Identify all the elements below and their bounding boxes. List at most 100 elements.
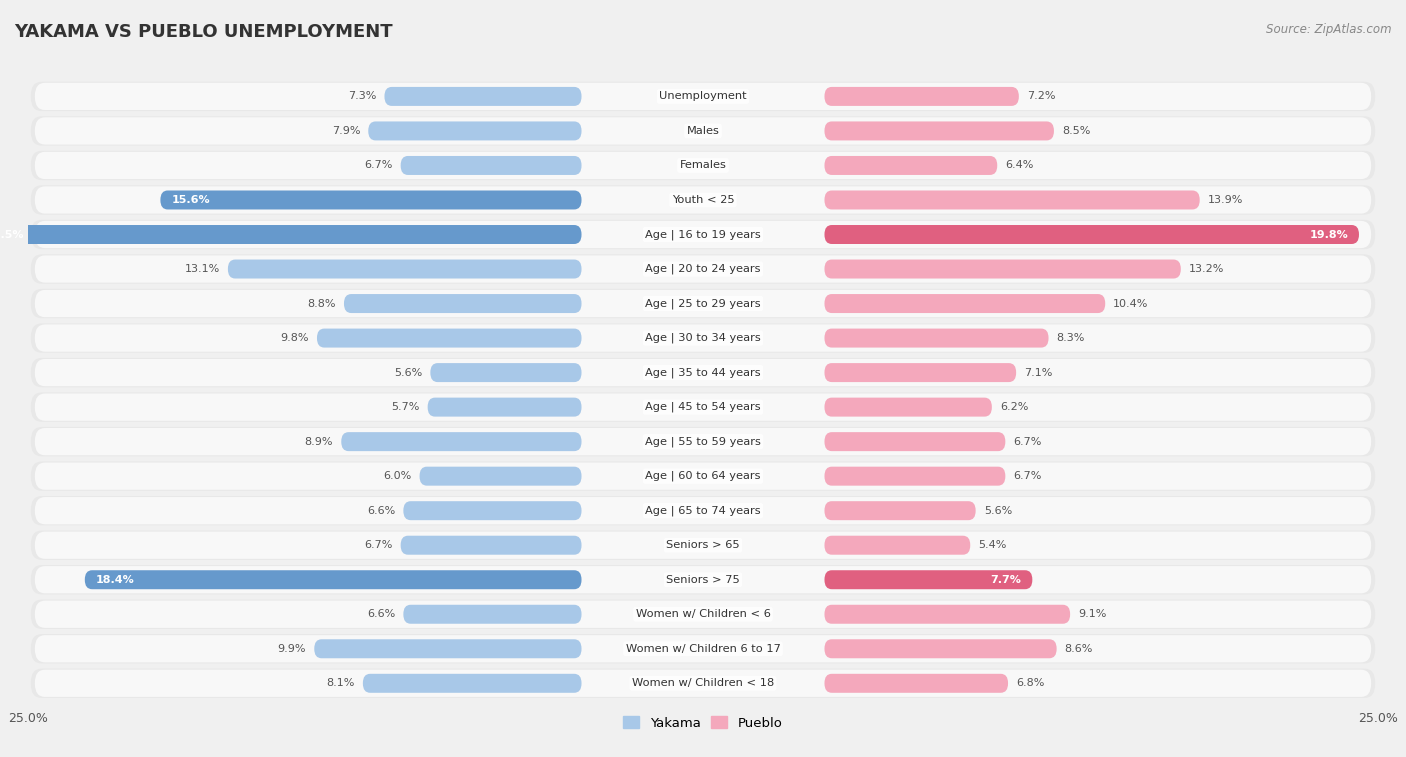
FancyBboxPatch shape bbox=[316, 329, 582, 347]
FancyBboxPatch shape bbox=[824, 639, 1057, 659]
FancyBboxPatch shape bbox=[401, 156, 582, 175]
Text: Age | 60 to 64 years: Age | 60 to 64 years bbox=[645, 471, 761, 481]
FancyBboxPatch shape bbox=[0, 225, 582, 244]
FancyBboxPatch shape bbox=[430, 363, 582, 382]
FancyBboxPatch shape bbox=[31, 185, 1375, 215]
FancyBboxPatch shape bbox=[824, 674, 1008, 693]
Text: 6.7%: 6.7% bbox=[1014, 437, 1042, 447]
Text: 7.7%: 7.7% bbox=[991, 575, 1022, 584]
Text: Seniors > 75: Seniors > 75 bbox=[666, 575, 740, 584]
Text: Age | 16 to 19 years: Age | 16 to 19 years bbox=[645, 229, 761, 240]
FancyBboxPatch shape bbox=[35, 221, 1371, 248]
FancyBboxPatch shape bbox=[342, 432, 582, 451]
FancyBboxPatch shape bbox=[31, 634, 1375, 663]
Text: Women w/ Children < 18: Women w/ Children < 18 bbox=[631, 678, 775, 688]
Text: 7.2%: 7.2% bbox=[1026, 92, 1056, 101]
FancyBboxPatch shape bbox=[824, 121, 1054, 141]
FancyBboxPatch shape bbox=[344, 294, 582, 313]
FancyBboxPatch shape bbox=[31, 462, 1375, 491]
FancyBboxPatch shape bbox=[824, 294, 1105, 313]
FancyBboxPatch shape bbox=[35, 394, 1371, 421]
FancyBboxPatch shape bbox=[404, 605, 582, 624]
FancyBboxPatch shape bbox=[31, 392, 1375, 422]
Text: 8.6%: 8.6% bbox=[1064, 643, 1092, 654]
Text: Seniors > 65: Seniors > 65 bbox=[666, 540, 740, 550]
FancyBboxPatch shape bbox=[35, 359, 1371, 386]
Text: 22.5%: 22.5% bbox=[0, 229, 24, 239]
Text: 8.3%: 8.3% bbox=[1057, 333, 1085, 343]
Text: 5.7%: 5.7% bbox=[391, 402, 419, 412]
FancyBboxPatch shape bbox=[35, 290, 1371, 317]
FancyBboxPatch shape bbox=[31, 220, 1375, 249]
Text: Age | 20 to 24 years: Age | 20 to 24 years bbox=[645, 263, 761, 274]
Text: Age | 65 to 74 years: Age | 65 to 74 years bbox=[645, 506, 761, 516]
FancyBboxPatch shape bbox=[824, 397, 991, 416]
Text: 19.8%: 19.8% bbox=[1309, 229, 1348, 239]
Text: Unemployment: Unemployment bbox=[659, 92, 747, 101]
Text: Age | 55 to 59 years: Age | 55 to 59 years bbox=[645, 436, 761, 447]
FancyBboxPatch shape bbox=[824, 156, 997, 175]
FancyBboxPatch shape bbox=[404, 501, 582, 520]
Text: Women w/ Children < 6: Women w/ Children < 6 bbox=[636, 609, 770, 619]
FancyBboxPatch shape bbox=[35, 670, 1371, 697]
FancyBboxPatch shape bbox=[31, 600, 1375, 629]
FancyBboxPatch shape bbox=[824, 536, 970, 555]
FancyBboxPatch shape bbox=[31, 289, 1375, 318]
FancyBboxPatch shape bbox=[31, 82, 1375, 111]
Text: 7.9%: 7.9% bbox=[332, 126, 360, 136]
FancyBboxPatch shape bbox=[31, 427, 1375, 456]
FancyBboxPatch shape bbox=[35, 531, 1371, 559]
Text: 8.8%: 8.8% bbox=[308, 298, 336, 309]
Text: 13.1%: 13.1% bbox=[184, 264, 219, 274]
Text: 5.4%: 5.4% bbox=[979, 540, 1007, 550]
FancyBboxPatch shape bbox=[31, 565, 1375, 594]
Text: 6.6%: 6.6% bbox=[367, 506, 395, 516]
Text: 8.1%: 8.1% bbox=[326, 678, 354, 688]
FancyBboxPatch shape bbox=[824, 225, 1360, 244]
FancyBboxPatch shape bbox=[824, 432, 1005, 451]
FancyBboxPatch shape bbox=[419, 466, 582, 486]
Text: 6.6%: 6.6% bbox=[367, 609, 395, 619]
FancyBboxPatch shape bbox=[824, 191, 1199, 210]
FancyBboxPatch shape bbox=[35, 428, 1371, 455]
FancyBboxPatch shape bbox=[35, 635, 1371, 662]
Text: 7.1%: 7.1% bbox=[1024, 368, 1053, 378]
Text: 6.2%: 6.2% bbox=[1000, 402, 1028, 412]
FancyBboxPatch shape bbox=[824, 87, 1019, 106]
Text: 6.8%: 6.8% bbox=[1017, 678, 1045, 688]
FancyBboxPatch shape bbox=[31, 531, 1375, 560]
FancyBboxPatch shape bbox=[35, 83, 1371, 110]
FancyBboxPatch shape bbox=[368, 121, 582, 141]
Text: 6.7%: 6.7% bbox=[1014, 471, 1042, 481]
Text: 18.4%: 18.4% bbox=[96, 575, 135, 584]
Text: Women w/ Children 6 to 17: Women w/ Children 6 to 17 bbox=[626, 643, 780, 654]
FancyBboxPatch shape bbox=[31, 151, 1375, 180]
Text: Age | 25 to 29 years: Age | 25 to 29 years bbox=[645, 298, 761, 309]
FancyBboxPatch shape bbox=[824, 466, 1005, 486]
FancyBboxPatch shape bbox=[35, 152, 1371, 179]
FancyBboxPatch shape bbox=[824, 363, 1017, 382]
FancyBboxPatch shape bbox=[35, 600, 1371, 628]
FancyBboxPatch shape bbox=[315, 639, 582, 659]
Text: Age | 35 to 44 years: Age | 35 to 44 years bbox=[645, 367, 761, 378]
FancyBboxPatch shape bbox=[384, 87, 582, 106]
Text: 13.2%: 13.2% bbox=[1189, 264, 1225, 274]
FancyBboxPatch shape bbox=[35, 463, 1371, 490]
FancyBboxPatch shape bbox=[427, 397, 582, 416]
FancyBboxPatch shape bbox=[31, 117, 1375, 145]
Text: 8.9%: 8.9% bbox=[305, 437, 333, 447]
Text: 13.9%: 13.9% bbox=[1208, 195, 1243, 205]
FancyBboxPatch shape bbox=[31, 358, 1375, 388]
FancyBboxPatch shape bbox=[35, 255, 1371, 282]
Text: Source: ZipAtlas.com: Source: ZipAtlas.com bbox=[1267, 23, 1392, 36]
FancyBboxPatch shape bbox=[31, 254, 1375, 284]
Text: 6.7%: 6.7% bbox=[364, 160, 392, 170]
Text: 9.1%: 9.1% bbox=[1078, 609, 1107, 619]
Text: 15.6%: 15.6% bbox=[172, 195, 209, 205]
FancyBboxPatch shape bbox=[35, 117, 1371, 145]
Text: 5.6%: 5.6% bbox=[984, 506, 1012, 516]
Text: Youth < 25: Youth < 25 bbox=[672, 195, 734, 205]
FancyBboxPatch shape bbox=[363, 674, 582, 693]
Text: 9.8%: 9.8% bbox=[280, 333, 309, 343]
FancyBboxPatch shape bbox=[31, 668, 1375, 698]
